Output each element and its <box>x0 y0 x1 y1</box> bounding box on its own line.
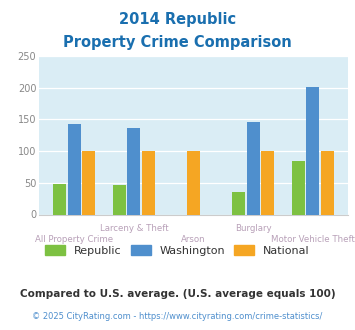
Bar <box>321 150 334 214</box>
Text: Property Crime Comparison: Property Crime Comparison <box>63 35 292 50</box>
Legend: Republic, Washington, National: Republic, Washington, National <box>41 241 314 260</box>
Bar <box>306 87 319 214</box>
Bar <box>232 192 245 214</box>
Text: All Property Crime: All Property Crime <box>35 235 113 244</box>
Text: Motor Vehicle Theft: Motor Vehicle Theft <box>271 235 355 244</box>
Bar <box>142 150 155 214</box>
Bar <box>291 161 305 215</box>
Bar <box>187 150 200 214</box>
Text: Larceny & Theft: Larceny & Theft <box>99 224 168 233</box>
Bar <box>127 128 141 214</box>
Bar <box>113 185 126 214</box>
Bar <box>246 122 260 214</box>
Bar <box>68 124 81 214</box>
Text: Arson: Arson <box>181 235 206 244</box>
Text: 2014 Republic: 2014 Republic <box>119 12 236 26</box>
Text: © 2025 CityRating.com - https://www.cityrating.com/crime-statistics/: © 2025 CityRating.com - https://www.city… <box>32 312 323 321</box>
Bar <box>82 150 95 214</box>
Bar <box>261 150 274 214</box>
Bar <box>53 184 66 214</box>
Text: Burglary: Burglary <box>235 224 272 233</box>
Text: Compared to U.S. average. (U.S. average equals 100): Compared to U.S. average. (U.S. average … <box>20 289 335 299</box>
